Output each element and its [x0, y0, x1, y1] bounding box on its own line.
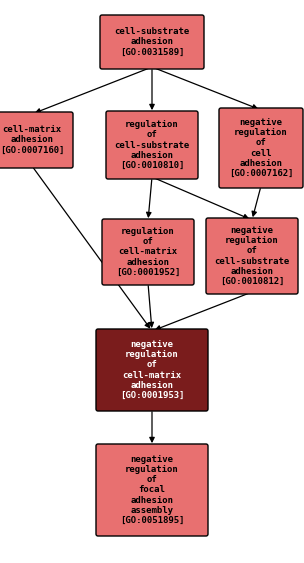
- Text: negative
regulation
of
cell-substrate
adhesion
[GO:0010812]: negative regulation of cell-substrate ad…: [214, 226, 290, 285]
- FancyBboxPatch shape: [96, 444, 208, 536]
- Text: regulation
of
cell-substrate
adhesion
[GO:0010810]: regulation of cell-substrate adhesion [G…: [114, 120, 190, 169]
- Text: regulation
of
cell-matrix
adhesion
[GO:0001952]: regulation of cell-matrix adhesion [GO:0…: [116, 227, 180, 276]
- FancyBboxPatch shape: [100, 15, 204, 69]
- Text: cell-substrate
adhesion
[GO:0031589]: cell-substrate adhesion [GO:0031589]: [114, 28, 190, 56]
- Text: negative
regulation
of
cell-matrix
adhesion
[GO:0001953]: negative regulation of cell-matrix adhes…: [120, 341, 184, 400]
- FancyBboxPatch shape: [206, 218, 298, 294]
- Text: negative
regulation
of
focal
adhesion
assembly
[GO:0051895]: negative regulation of focal adhesion as…: [120, 455, 184, 525]
- Text: cell-matrix
adhesion
[GO:0007160]: cell-matrix adhesion [GO:0007160]: [0, 126, 64, 155]
- FancyBboxPatch shape: [219, 108, 303, 188]
- FancyBboxPatch shape: [0, 112, 73, 168]
- FancyBboxPatch shape: [96, 329, 208, 411]
- FancyBboxPatch shape: [102, 219, 194, 285]
- FancyBboxPatch shape: [106, 111, 198, 179]
- Text: negative
regulation
of
cell
adhesion
[GO:0007162]: negative regulation of cell adhesion [GO…: [229, 118, 293, 177]
